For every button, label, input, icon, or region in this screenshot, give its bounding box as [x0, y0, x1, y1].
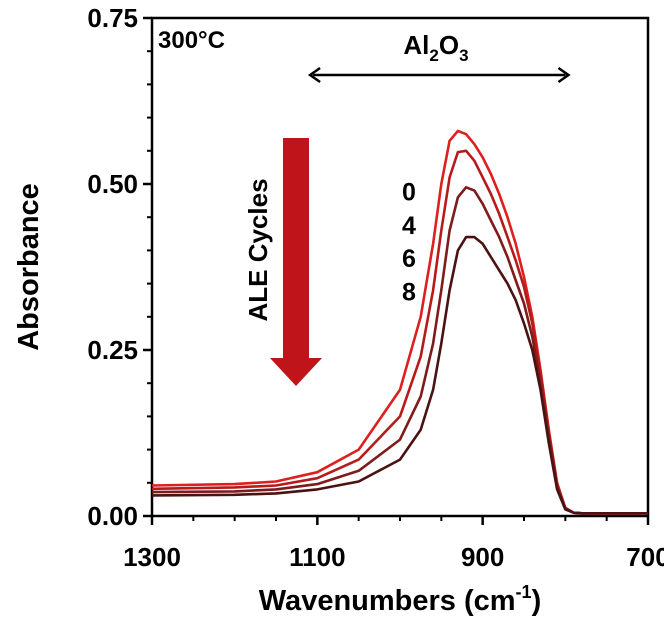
- region-double-arrow: [307, 66, 571, 84]
- x-tick-label: 700: [626, 542, 664, 572]
- plot-frame: [150, 16, 650, 518]
- series-line-6: [151, 186, 648, 515]
- x-tick-label: 1300: [123, 542, 181, 572]
- x-tick-label: 900: [461, 542, 504, 572]
- y-tick-label: 0.75: [87, 3, 138, 33]
- cycle-label-4: 4: [402, 212, 416, 240]
- y-tick-label: 0.00: [87, 501, 138, 531]
- y-tick-label: 0.50: [87, 169, 138, 199]
- axis-ticks: 0.00 0.25 0.50 0.75 1300 1100 900 700: [87, 3, 664, 572]
- region-label: Al2O3: [403, 30, 468, 65]
- cycle-label-8: 8: [402, 278, 416, 306]
- y-tick-label: 0.25: [87, 335, 138, 365]
- y-axis-title: Absorbance: [13, 183, 45, 351]
- series-lines: [151, 129, 648, 515]
- series-line-0: [151, 129, 648, 515]
- x-axis-title: Wavenumbers (cm-1): [259, 582, 541, 617]
- region-arrow-left-head: [307, 66, 321, 84]
- cycle-label-6: 6: [402, 245, 416, 273]
- ale-cycles-arrow: [270, 138, 322, 386]
- x-tick-label: 1100: [289, 542, 345, 572]
- cycle-labels: 0 4 6 8: [402, 179, 416, 307]
- ale-cycles-label: ALE Cycles: [243, 178, 273, 321]
- cycle-label-0: 0: [402, 179, 416, 207]
- series-line-8: [151, 235, 648, 515]
- temperature-label: 300°C: [158, 27, 225, 54]
- region-arrow-right-head: [557, 66, 571, 84]
